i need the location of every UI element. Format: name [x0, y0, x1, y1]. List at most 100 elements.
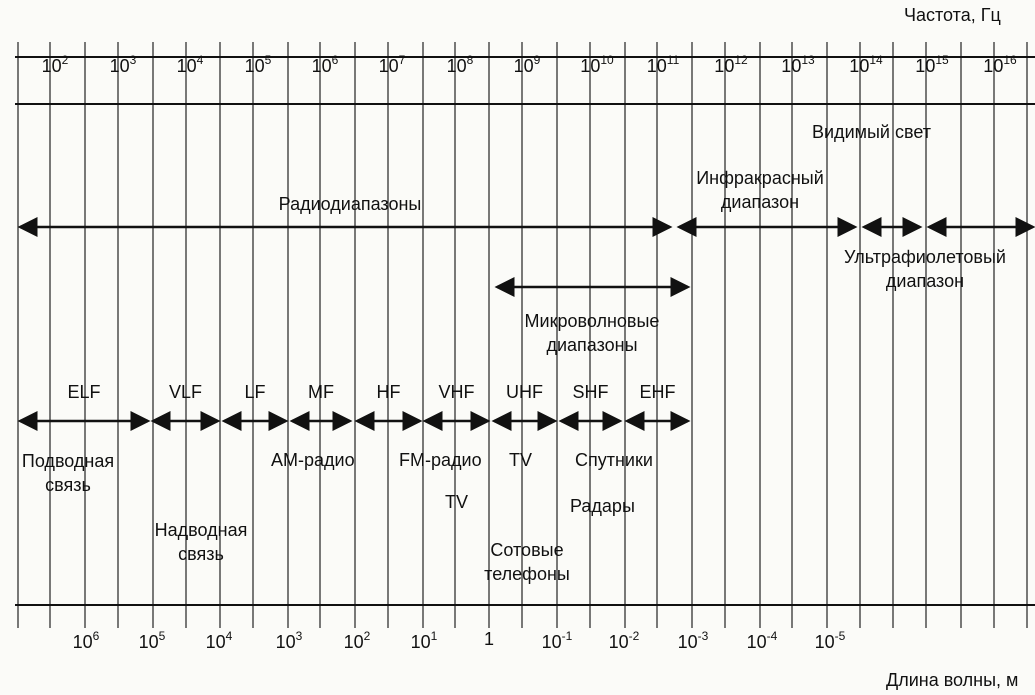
wavelength-tick-label-base: 10	[275, 632, 296, 652]
wavelength-tick-label: 105	[139, 630, 166, 651]
frequency-tick-label-base: 10	[378, 56, 399, 76]
sub-band-label: VLF	[168, 382, 203, 402]
frequency-tick-label-base: 10	[244, 56, 265, 76]
wavelength-tick-label-exponent: 6	[92, 629, 100, 643]
frequency-tick-label: 104	[177, 54, 204, 75]
wavelength-tick-label-base: 10	[608, 632, 629, 652]
wavelength-tick-label-base: 10	[343, 632, 364, 652]
frequency-tick-label-exponent: 16	[1003, 53, 1017, 67]
wavelength-tick-label-base: 10	[205, 632, 226, 652]
sub-band-label: SHF	[572, 382, 609, 402]
sub-band-label: VHF	[438, 382, 475, 402]
frequency-tick-label: 1014	[849, 54, 882, 75]
frequency-tick-label-exponent: 7	[398, 53, 406, 67]
frequency-tick-label-base: 10	[176, 56, 197, 76]
frequency-tick-label: 1012	[714, 54, 747, 75]
frequency-tick-label: 106	[312, 54, 339, 75]
surface-comm-label-line1: Надводная	[154, 520, 248, 540]
ultraviolet-band-label: Ультрафиолетовый диапазон	[844, 245, 1006, 293]
frequency-tick-label-exponent: 15	[935, 53, 949, 67]
underwater-comm-label: Подводная связь	[22, 449, 114, 497]
fm-radio-label: FM-радио	[399, 450, 482, 470]
wavelength-tick-label: 10-3	[678, 630, 709, 651]
wavelength-tick-label-exponent: 1	[430, 629, 438, 643]
wavelength-tick-label-base: 10	[814, 632, 835, 652]
frequency-tick-label-exponent: 6	[331, 53, 339, 67]
frequency-tick-label-exponent: 4	[196, 53, 204, 67]
frequency-tick-label: 109	[514, 54, 541, 75]
ultraviolet-band-label-line2: диапазон	[885, 271, 965, 291]
wavelength-tick-label: 103	[276, 630, 303, 651]
infrared-band-label-line1: Инфракрасный	[696, 168, 824, 188]
wavelength-tick-label-base: 10	[677, 632, 698, 652]
wavelength-tick-label-exponent: -1	[561, 629, 573, 643]
sub-band-label: EHF	[639, 382, 676, 402]
wavelength-tick-label: 106	[73, 630, 100, 651]
cell-phones-label-line1: Сотовые	[490, 540, 564, 560]
infrared-band-label-line2: диапазон	[720, 192, 800, 212]
satellites-label: Спутники	[575, 450, 653, 470]
microwave-band-label-line1: Микроволновые	[524, 311, 660, 331]
wavelength-tick-label: 102	[344, 630, 371, 651]
frequency-tick-label-base: 10	[781, 56, 802, 76]
frequency-tick-label-base: 10	[915, 56, 936, 76]
cell-phones-label-line2: телефоны	[484, 564, 570, 584]
frequency-tick-label-base: 10	[109, 56, 130, 76]
wavelength-tick-label-exponent: -4	[766, 629, 778, 643]
infrared-band-label: Инфракрасный диапазон	[696, 166, 824, 214]
frequency-tick-label-base: 10	[513, 56, 534, 76]
frequency-tick-label-exponent: 10	[600, 53, 614, 67]
sub-band-label: LF	[244, 382, 266, 402]
frequency-tick-label-base: 10	[646, 56, 667, 76]
frequency-tick-label-base: 10	[41, 56, 62, 76]
wavelength-tick-label: 10-5	[815, 630, 846, 651]
frequency-tick-label-base: 10	[580, 56, 601, 76]
frequency-tick-label: 1013	[781, 54, 814, 75]
frequency-tick-label: 103	[110, 54, 137, 75]
sub-band-label: HF	[376, 382, 401, 402]
frequency-tick-label-exponent: 13	[801, 53, 815, 67]
wavelength-tick-label: 104	[206, 630, 233, 651]
wavelength-tick-label: 101	[411, 630, 438, 651]
frequency-tick-label-exponent: 11	[666, 53, 680, 67]
frequency-tick-label-base: 10	[983, 56, 1004, 76]
frequency-tick-label-base: 10	[849, 56, 870, 76]
frequency-tick-label-exponent: 2	[61, 53, 69, 67]
wavelength-tick-label: 1	[484, 630, 494, 648]
wavelength-tick-label-base: 10	[72, 632, 93, 652]
wavelength-tick-label-base: 10	[410, 632, 431, 652]
frequency-tick-label: 1010	[580, 54, 613, 75]
frequency-tick-label: 102	[42, 54, 69, 75]
wavelength-tick-label-exponent: 3	[295, 629, 303, 643]
frequency-tick-label: 1016	[983, 54, 1016, 75]
wavelength-tick-label-exponent: -2	[628, 629, 640, 643]
frequency-tick-label: 105	[245, 54, 272, 75]
radars-label: Радары	[570, 496, 635, 516]
frequency-tick-label-exponent: 14	[869, 53, 883, 67]
underwater-comm-label-line2: связь	[45, 475, 91, 495]
tv-label: TV	[509, 450, 533, 470]
frequency-tick-label-exponent: 12	[734, 53, 748, 67]
surface-comm-label: Надводная связь	[155, 518, 248, 566]
tv-fm-label: TV	[445, 492, 469, 512]
wavelength-tick-label-exponent: 4	[225, 629, 233, 643]
am-radio-label: АМ-радио	[271, 450, 355, 470]
wavelength-tick-label-base: 10	[541, 632, 562, 652]
wavelength-tick-label: 10-1	[542, 630, 573, 651]
microwave-band-label-line2: диапазоны	[546, 335, 638, 355]
cell-phones-label: Сотовые телефоны	[484, 538, 570, 586]
wavelength-tick-label-base: 10	[138, 632, 159, 652]
frequency-tick-label-exponent: 9	[533, 53, 541, 67]
frequency-tick-label-exponent: 8	[466, 53, 474, 67]
frequency-tick-label-exponent: 5	[264, 53, 272, 67]
frequency-tick-label-exponent: 3	[129, 53, 137, 67]
surface-comm-label-line2: связь	[178, 544, 224, 564]
visible-light-label: Видимый свет	[812, 122, 932, 142]
wavelength-tick-label-exponent: -3	[697, 629, 709, 643]
frequency-tick-label: 1011	[647, 54, 680, 75]
frequency-tick-label-base: 10	[714, 56, 735, 76]
wavelength-tick-label-exponent: -5	[834, 629, 846, 643]
radio-band-label: Радиодиапазоны	[278, 194, 422, 214]
